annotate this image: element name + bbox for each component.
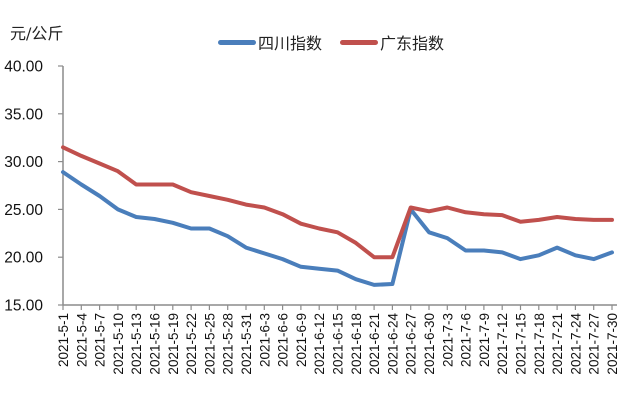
x-tick-label: 2021-5-7 xyxy=(93,313,108,367)
x-tick-label: 2021-5-4 xyxy=(74,313,89,368)
y-axis-unit-label: 元/公斤 xyxy=(10,24,64,43)
legend-swatch-sichuan xyxy=(218,39,256,45)
x-tick-label: 2021-5-10 xyxy=(111,313,126,375)
x-tick-label: 2021-6-18 xyxy=(349,313,364,375)
y-tick-label: 40.00 xyxy=(4,59,43,76)
x-tick-label: 2021-7-15 xyxy=(514,313,529,375)
x-tick-label: 2021-7-30 xyxy=(605,313,620,375)
series-lines xyxy=(61,145,614,287)
x-tick-label: 2021-5-1 xyxy=(56,313,71,367)
x-tick-label: 2021-5-28 xyxy=(221,313,236,375)
y-tick-label: 35.00 xyxy=(4,106,43,123)
x-tick-label: 2021-5-19 xyxy=(166,313,181,375)
series-line-guangdong xyxy=(61,145,614,260)
x-axis: 2021-5-1 2021-5-4 2021-5-7 2021-5-10 2021-5-… xyxy=(56,304,620,375)
x-tick-label: 2021-6-6 xyxy=(276,313,291,367)
x-tick-label: 2021-7-9 xyxy=(477,313,492,367)
y-tick-label: 25.00 xyxy=(4,202,43,219)
x-tick-label: 2021-7-12 xyxy=(495,313,510,375)
x-tick-label: 2021-6-27 xyxy=(404,313,419,375)
x-tick-label: 2021-7-24 xyxy=(568,313,583,375)
legend-label-guangdong: 广东指数 xyxy=(380,34,445,53)
x-tick-label: 2021-7-18 xyxy=(532,313,547,375)
x-tick-label: 2021-6-3 xyxy=(257,313,272,367)
x-tick-label: 2021-7-6 xyxy=(459,313,474,367)
series-line-sichuan xyxy=(61,170,614,287)
chart-legend: 四川指数 广东指数 xyxy=(218,30,462,54)
x-tick-label: 2021-6-12 xyxy=(312,313,327,375)
x-tick-label: 2021-7-3 xyxy=(440,313,455,367)
x-tick-label: 2021-5-13 xyxy=(129,313,144,375)
x-tick-label: 2021-5-31 xyxy=(239,313,254,375)
y-tick-label: 15.00 xyxy=(4,298,43,315)
y-tick-label: 30.00 xyxy=(4,154,43,171)
legend-item-sichuan: 四川指数 xyxy=(218,30,322,54)
x-tick-label: 2021-7-27 xyxy=(587,313,602,375)
legend-item-guangdong: 广东指数 xyxy=(340,30,444,54)
x-tick-label: 2021-5-16 xyxy=(148,313,163,375)
x-tick-label: 2021-5-22 xyxy=(184,313,199,375)
x-tick-label: 2021-5-25 xyxy=(202,313,217,375)
x-tick-label: 2021-6-24 xyxy=(385,313,400,375)
legend-swatch-guangdong xyxy=(340,39,379,45)
x-tick-label: 2021-6-9 xyxy=(294,313,309,367)
legend-label-sichuan: 四川指数 xyxy=(258,34,323,53)
x-tick-label: 2021-6-21 xyxy=(367,313,382,375)
y-tick-label: 20.00 xyxy=(4,250,43,267)
x-tick-label: 2021-6-15 xyxy=(331,313,346,375)
x-tick-label: 2021-6-30 xyxy=(422,313,437,375)
x-tick-label: 2021-7-21 xyxy=(550,313,565,375)
y-axis: 40.00 35.00 30.00 25.00 20.00 15.00 xyxy=(4,59,64,315)
